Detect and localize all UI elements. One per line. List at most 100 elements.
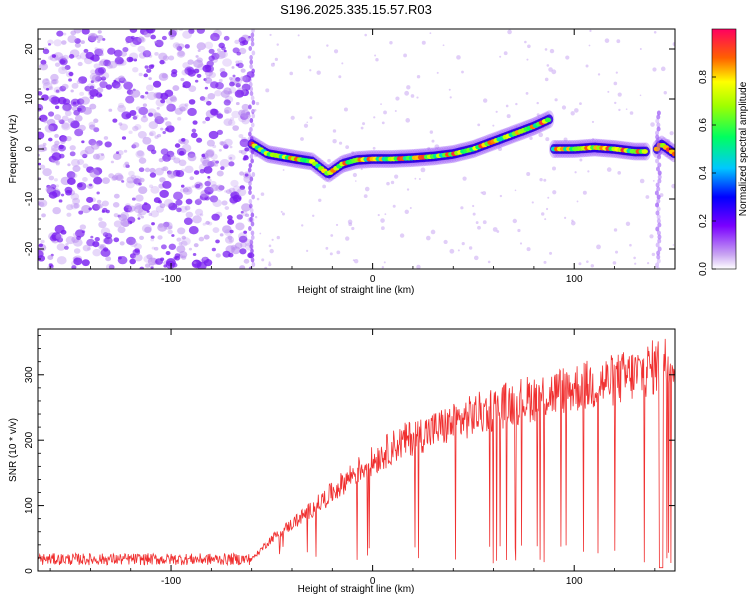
noise-dot bbox=[515, 102, 518, 106]
noise-blob bbox=[164, 89, 174, 98]
noise-dot bbox=[421, 40, 426, 45]
noise-dot bbox=[341, 62, 344, 65]
noise-dot bbox=[526, 172, 531, 177]
spec-ytick-label: -20 bbox=[24, 241, 35, 256]
noise-dot bbox=[492, 227, 498, 232]
noise-blob bbox=[165, 159, 169, 162]
noise-blob bbox=[165, 121, 172, 127]
edge-mark bbox=[248, 181, 252, 186]
noise-blob bbox=[195, 208, 204, 216]
noise-blob bbox=[41, 146, 48, 152]
noise-dot bbox=[652, 67, 657, 72]
noise-blob bbox=[241, 103, 250, 111]
noise-blob bbox=[224, 138, 233, 147]
noise-blob bbox=[197, 198, 201, 201]
noise-blob bbox=[161, 244, 167, 250]
noise-blob bbox=[145, 29, 156, 34]
noise-blob bbox=[100, 227, 111, 236]
noise-dot bbox=[472, 204, 475, 208]
noise-blob bbox=[76, 182, 87, 191]
noise-blob bbox=[41, 63, 46, 67]
noise-blob bbox=[126, 236, 136, 246]
noise-blob bbox=[123, 81, 133, 90]
spike-mark bbox=[655, 266, 660, 269]
noise-blob bbox=[216, 170, 224, 177]
noise-blob bbox=[124, 161, 130, 166]
noise-blob bbox=[240, 68, 246, 73]
noise-dot bbox=[512, 218, 517, 224]
noise-blob bbox=[142, 136, 152, 145]
noise-blob bbox=[229, 76, 233, 81]
noise-blob bbox=[54, 140, 60, 146]
noise-blob bbox=[137, 213, 142, 218]
noise-blob bbox=[113, 237, 120, 243]
noise-blob bbox=[179, 205, 188, 213]
noise-blob bbox=[132, 248, 141, 256]
noise-blob bbox=[129, 240, 138, 248]
snr-ytick-label: 300 bbox=[24, 366, 35, 383]
noise-blob bbox=[218, 42, 225, 49]
noise-blob bbox=[134, 243, 142, 250]
noise-dot bbox=[383, 110, 387, 115]
noise-blob bbox=[141, 203, 151, 211]
noise-blob bbox=[76, 54, 82, 60]
noise-dot bbox=[354, 180, 357, 182]
noise-blob bbox=[146, 68, 152, 73]
noise-dot bbox=[318, 198, 322, 203]
noise-dot bbox=[426, 235, 431, 241]
noise-blob bbox=[224, 236, 235, 244]
noise-dot bbox=[461, 70, 464, 74]
noise-blob bbox=[85, 51, 95, 60]
noise-blob bbox=[236, 188, 247, 197]
edge-mark bbox=[247, 140, 252, 146]
colorbar-label: Normalized spectral amplitude bbox=[738, 81, 749, 216]
noise-blob bbox=[174, 107, 183, 115]
noise-blob bbox=[64, 186, 73, 194]
spike-mark bbox=[656, 230, 661, 236]
noise-dot bbox=[301, 224, 304, 227]
edge-mark bbox=[250, 221, 255, 227]
noise-dot bbox=[431, 139, 435, 143]
noise-blob bbox=[128, 205, 136, 212]
spike-mark bbox=[656, 198, 661, 204]
noise-dot bbox=[625, 221, 631, 227]
noise-dot bbox=[498, 147, 503, 152]
noise-blob bbox=[228, 239, 233, 243]
noise-blob bbox=[73, 29, 82, 34]
noise-blob bbox=[97, 67, 106, 74]
noise-dot bbox=[660, 66, 666, 72]
noise-blob bbox=[165, 258, 176, 267]
noise-blob bbox=[156, 133, 162, 138]
noise-blob bbox=[92, 248, 102, 257]
noise-dot bbox=[269, 248, 274, 254]
noise-dot bbox=[561, 105, 567, 110]
noise-blob bbox=[78, 76, 88, 84]
noise-blob bbox=[76, 235, 82, 240]
noise-blob bbox=[171, 234, 175, 237]
noise-blob bbox=[188, 85, 197, 92]
noise-blob bbox=[121, 136, 127, 140]
noise-dot bbox=[613, 81, 618, 86]
noise-dot bbox=[306, 249, 309, 252]
noise-dot bbox=[394, 109, 397, 112]
noise-dot bbox=[406, 188, 410, 191]
noise-blob bbox=[212, 199, 222, 208]
noise-blob bbox=[129, 110, 137, 117]
noise-blob bbox=[122, 47, 129, 53]
noise-blob bbox=[235, 101, 240, 106]
noise-blob bbox=[181, 237, 191, 246]
noise-dot bbox=[343, 107, 348, 112]
noise-blob bbox=[144, 65, 149, 69]
noise-blob bbox=[146, 91, 157, 101]
noise-blob bbox=[159, 203, 166, 209]
noise-dot bbox=[381, 121, 385, 125]
noise-blob bbox=[162, 131, 166, 135]
noise-dot bbox=[505, 104, 509, 108]
noise-blob bbox=[166, 104, 174, 111]
noise-blob bbox=[224, 190, 228, 193]
noise-dot bbox=[477, 123, 481, 127]
edge-mark bbox=[251, 50, 256, 56]
noise-blob bbox=[126, 165, 131, 168]
noise-dot bbox=[448, 88, 451, 91]
noise-dot bbox=[618, 108, 621, 112]
